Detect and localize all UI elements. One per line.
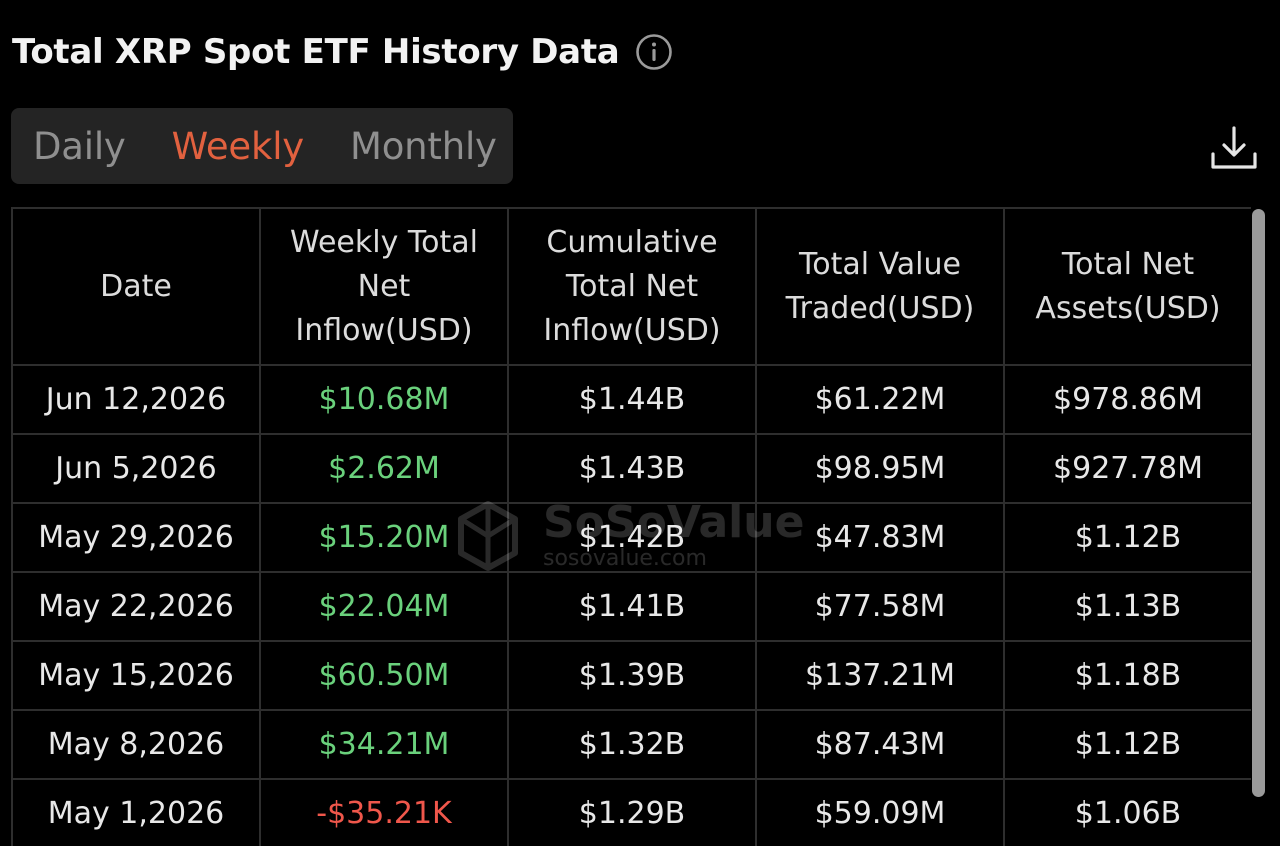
cell-cumulative-inflow: $1.32B [507, 709, 757, 780]
cell-weekly-inflow: $10.68M [259, 364, 509, 435]
cell-cumulative-inflow: $1.43B [507, 433, 757, 504]
page-header: Total XRP Spot ETF History Data [12, 28, 673, 76]
column-header-net-assets[interactable]: Total Net Assets(USD) [1003, 207, 1251, 366]
history-table-container: Date Weekly Total Net Inflow(USD) Cumula… [11, 207, 1251, 846]
cell-cumulative-inflow: $1.41B [507, 571, 757, 642]
cell-net-assets: $978.86M [1003, 364, 1251, 435]
cell-net-assets: $1.18B [1003, 640, 1251, 711]
tab-monthly[interactable]: Monthly [349, 124, 497, 168]
tab-weekly[interactable]: Weekly [171, 124, 305, 168]
download-button[interactable] [1206, 120, 1262, 176]
cell-cumulative-inflow: $1.42B [507, 502, 757, 573]
cell-date: May 1,2026 [11, 778, 261, 846]
cell-date: May 8,2026 [11, 709, 261, 780]
tab-daily[interactable]: Daily [33, 124, 126, 168]
cell-value-traded: $77.58M [755, 571, 1005, 642]
cell-weekly-inflow: $2.62M [259, 433, 509, 504]
cell-cumulative-inflow: $1.39B [507, 640, 757, 711]
cell-weekly-inflow: $22.04M [259, 571, 509, 642]
cell-date: May 15,2026 [11, 640, 261, 711]
cell-weekly-inflow: $34.21M [259, 709, 509, 780]
cell-date: May 29,2026 [11, 502, 261, 573]
cell-date: Jun 5,2026 [11, 433, 261, 504]
info-circle-icon[interactable] [635, 33, 673, 71]
table-row[interactable]: Jun 12,2026 $10.68M $1.44B $61.22M $978.86M [11, 364, 1251, 435]
table-row[interactable]: May 22,2026 $22.04M $1.41B $77.58M $1.13B [11, 571, 1251, 642]
table-row[interactable]: May 29,2026 $15.20M $1.42B $47.83M $1.12B [11, 502, 1251, 573]
column-header-value-traded[interactable]: Total Value Traded(USD) [755, 207, 1005, 366]
cell-weekly-inflow: $60.50M [259, 640, 509, 711]
cell-value-traded: $61.22M [755, 364, 1005, 435]
page-title: Total XRP Spot ETF History Data [12, 32, 620, 72]
cell-weekly-inflow: $15.20M [259, 502, 509, 573]
table-scrollbar-thumb[interactable] [1252, 209, 1265, 797]
cell-value-traded: $59.09M [755, 778, 1005, 846]
cell-net-assets: $1.13B [1003, 571, 1251, 642]
table-row[interactable]: May 15,2026 $60.50M $1.39B $137.21M $1.18B [11, 640, 1251, 711]
column-header-cumulative-inflow[interactable]: Cumulative Total Net Inflow(USD) [507, 207, 757, 366]
cell-net-assets: $1.12B [1003, 709, 1251, 780]
cell-value-traded: $47.83M [755, 502, 1005, 573]
cell-value-traded: $137.21M [755, 640, 1005, 711]
table-row[interactable]: May 8,2026 $34.21M $1.32B $87.43M $1.12B [11, 709, 1251, 780]
table-row[interactable]: Jun 5,2026 $2.62M $1.43B $98.95M $927.78M [11, 433, 1251, 504]
cell-date: May 22,2026 [11, 571, 261, 642]
cell-cumulative-inflow: $1.29B [507, 778, 757, 846]
cell-value-traded: $98.95M [755, 433, 1005, 504]
history-table: Date Weekly Total Net Inflow(USD) Cumula… [11, 207, 1251, 846]
column-header-weekly-inflow[interactable]: Weekly Total Net Inflow(USD) [259, 207, 509, 366]
cell-cumulative-inflow: $1.44B [507, 364, 757, 435]
cell-net-assets: $1.06B [1003, 778, 1251, 846]
cell-value-traded: $87.43M [755, 709, 1005, 780]
cell-net-assets: $1.12B [1003, 502, 1251, 573]
download-icon [1211, 126, 1257, 169]
cell-net-assets: $927.78M [1003, 433, 1251, 504]
column-header-date[interactable]: Date [11, 207, 261, 366]
cell-date: Jun 12,2026 [11, 364, 261, 435]
table-header-row: Date Weekly Total Net Inflow(USD) Cumula… [11, 207, 1251, 366]
cell-weekly-inflow: -$35.21K [259, 778, 509, 846]
table-row[interactable]: May 1,2026 -$35.21K $1.29B $59.09M $1.06B [11, 778, 1251, 846]
period-tabs: Daily Weekly Monthly [11, 108, 513, 184]
